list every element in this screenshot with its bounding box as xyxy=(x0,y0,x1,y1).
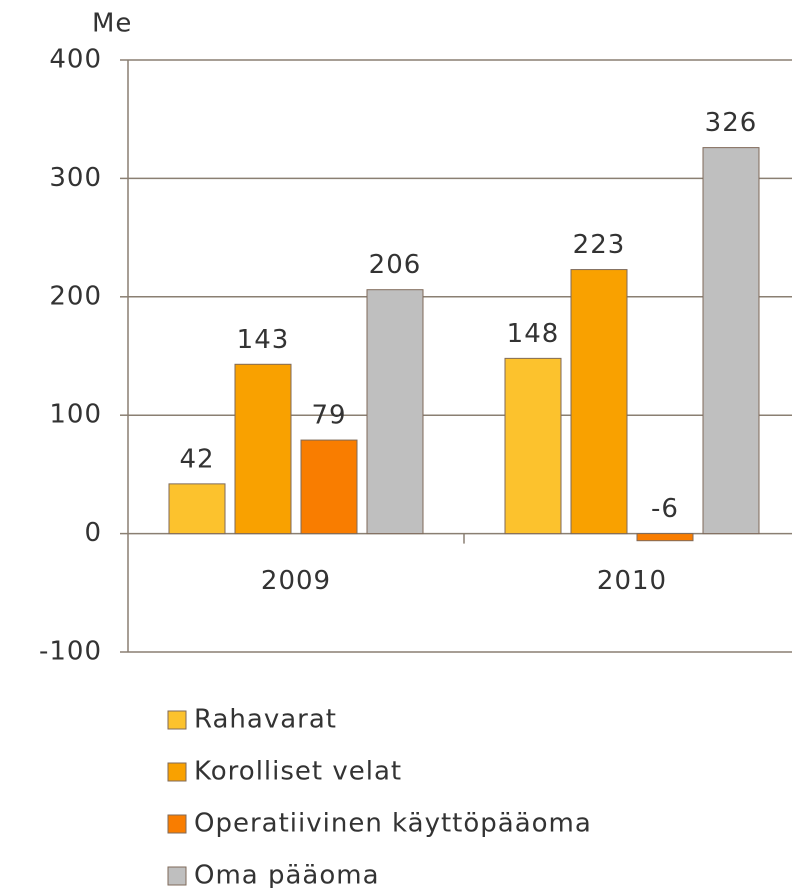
bar xyxy=(366,289,424,535)
legend-label: Korolliset velat xyxy=(194,757,402,787)
legend-label: Rahavarat xyxy=(194,705,337,735)
legend-swatch xyxy=(167,814,187,834)
bar xyxy=(570,269,628,535)
legend-swatch xyxy=(167,710,187,730)
legend-label: Operatiivinen käyttöpääoma xyxy=(194,809,592,839)
y-tick-label: 200 xyxy=(49,281,102,311)
data-label: 206 xyxy=(369,250,422,280)
data-label: 148 xyxy=(507,319,560,349)
data-label: 42 xyxy=(179,444,214,474)
y-tick-label: 0 xyxy=(84,518,102,548)
x-tick-label: 2009 xyxy=(261,566,331,596)
bar xyxy=(168,483,226,535)
bar xyxy=(636,533,694,542)
bar xyxy=(702,147,760,535)
data-label: 143 xyxy=(237,325,290,355)
legend-swatch xyxy=(167,762,187,782)
y-tick-label: -100 xyxy=(39,637,102,667)
x-tick-label: 2010 xyxy=(597,566,667,596)
data-label: -6 xyxy=(651,494,679,524)
y-tick-label: 100 xyxy=(49,400,102,430)
data-label: 326 xyxy=(705,108,758,138)
legend-label: Oma pääoma xyxy=(194,861,380,888)
y-tick-label: 400 xyxy=(49,45,102,75)
legend-swatch xyxy=(167,866,187,886)
bar xyxy=(234,363,292,535)
data-label: 79 xyxy=(311,401,346,431)
y-tick-label: 300 xyxy=(49,163,102,193)
bar xyxy=(504,357,562,535)
y-axis-label: Me xyxy=(92,9,132,39)
data-label: 223 xyxy=(573,230,626,260)
bar xyxy=(300,439,358,535)
